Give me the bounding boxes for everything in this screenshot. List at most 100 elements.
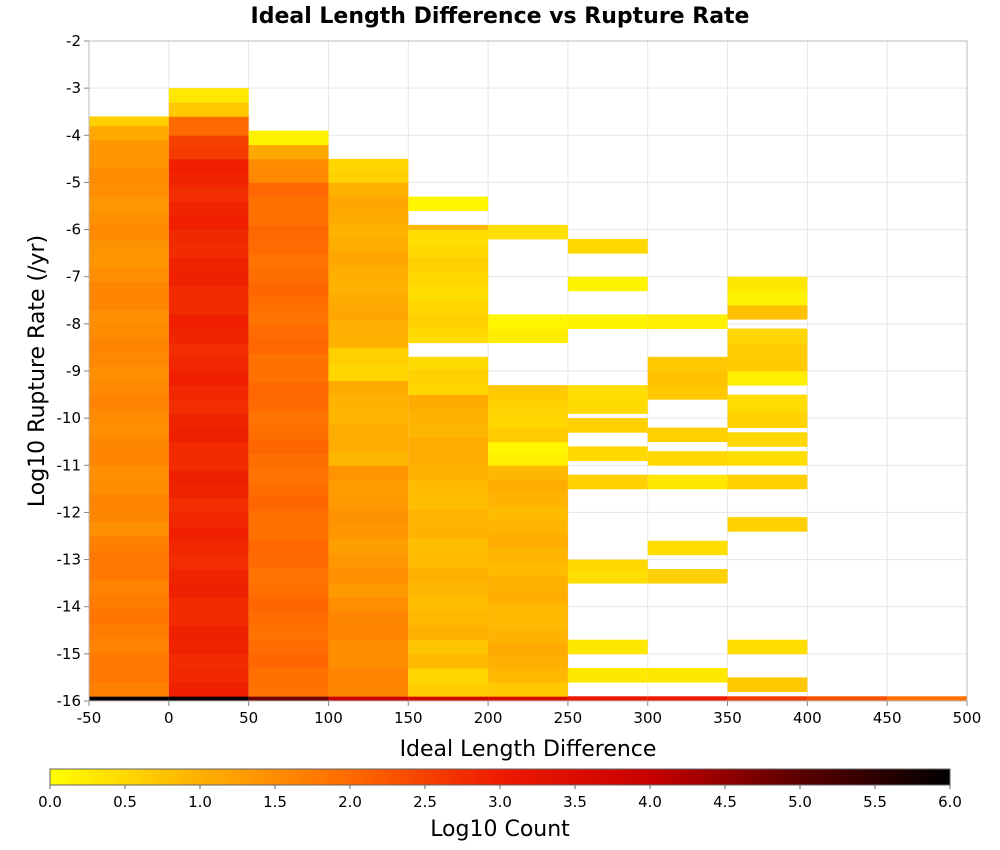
heatmap-cell (488, 534, 568, 549)
heatmap-cell (567, 668, 648, 683)
heatmap-cell (248, 610, 329, 626)
x-tick-label: 50 (239, 709, 258, 727)
heatmap-cell (408, 596, 489, 612)
y-tick-label: -10 (57, 409, 82, 427)
heatmap-cell (488, 656, 568, 670)
heatmap-cell (89, 681, 169, 697)
heatmap-cell (647, 427, 728, 443)
heatmap-cell (168, 413, 249, 428)
heatmap-cell (168, 116, 249, 136)
heatmap-cell (408, 196, 489, 212)
heatmap-cell (248, 525, 329, 540)
heatmap-cell (248, 225, 329, 240)
heatmap-cell (408, 537, 489, 553)
heatmap-cell (328, 422, 409, 438)
heatmap-cell (647, 356, 728, 372)
heatmap-cell (408, 382, 489, 395)
heatmap-cell (89, 338, 169, 353)
heatmap-cell (408, 479, 489, 495)
heatmap-cell (248, 439, 329, 455)
heatmap-cell (488, 328, 568, 344)
colorbar-tick-label: 0.0 (38, 793, 62, 811)
heatmap-cell (488, 547, 568, 562)
heatmap-cell (248, 196, 329, 212)
heatmap-cell (408, 272, 489, 287)
heatmap-cell (168, 356, 249, 372)
heatmap-cell (647, 540, 728, 556)
heatmap-cell (168, 597, 249, 612)
heatmap-cell (248, 482, 329, 497)
colorbar-tick-label: 6.0 (938, 793, 962, 811)
heatmap-cell (89, 352, 169, 367)
heatmap-cell (168, 102, 249, 117)
colorbar-tick-label: 1.5 (263, 793, 287, 811)
heatmap-cell (408, 625, 489, 641)
heatmap-cell (248, 339, 329, 355)
heatmap-cell (168, 215, 249, 230)
y-tick-label: -7 (66, 268, 81, 286)
heatmap-cell (168, 272, 249, 287)
heatmap-cell (168, 611, 249, 626)
heatmap-cell (89, 281, 169, 296)
heatmap-cell (248, 582, 329, 597)
heatmap-cell (328, 158, 409, 172)
heatmap-cell (89, 140, 169, 155)
heatmap-cell (89, 437, 169, 452)
heatmap-cell (248, 510, 329, 526)
heatmap-cell (488, 630, 568, 644)
heatmap-cell (328, 494, 409, 510)
colorbar-tick-label: 5.0 (788, 793, 812, 811)
colorbar-tick-label: 3.0 (488, 793, 512, 811)
heatmap-cell (248, 144, 329, 160)
colorbar-tick-label: 4.0 (638, 793, 662, 811)
heatmap-cell (408, 552, 489, 568)
heatmap-cell (408, 369, 489, 383)
y-tick-label: -11 (57, 456, 82, 474)
heatmap-cell (168, 554, 249, 570)
heatmap-cell (328, 209, 409, 225)
heatmap-cell (168, 484, 249, 499)
heatmap-cell (328, 182, 409, 197)
heatmap-cell (89, 239, 169, 254)
heatmap-cell (89, 521, 169, 537)
heatmap-cell (248, 268, 329, 283)
heatmap-cell (408, 465, 489, 481)
heatmap-cell (168, 639, 249, 655)
heatmap-cell (328, 394, 409, 410)
heatmap-cell (328, 538, 409, 554)
heatmap-cell (168, 88, 249, 103)
heatmap-cell (89, 565, 169, 581)
heatmap-cell (328, 333, 409, 348)
heatmap-cell (168, 583, 249, 598)
heatmap-cell (408, 567, 489, 582)
heatmap-cell (328, 347, 409, 365)
heatmap-cell (248, 496, 329, 512)
heatmap-cell (727, 394, 808, 412)
heatmap-cell (248, 130, 329, 146)
heatmap-cell (168, 441, 249, 457)
heatmap-cell (727, 432, 808, 447)
heatmap-cell (168, 498, 249, 513)
heatmap-cell (248, 367, 329, 383)
heatmap-cell (408, 229, 489, 245)
heatmap-cell (168, 314, 249, 329)
x-tick-label: 200 (474, 709, 503, 727)
heatmap-cell (567, 474, 648, 490)
heatmap-cell (168, 328, 249, 344)
heatmap-cell (328, 319, 409, 335)
heatmap-cell (89, 507, 169, 523)
heatmap-cell (168, 625, 249, 641)
heatmap-cell (168, 569, 249, 584)
heatmap-cell (408, 668, 489, 683)
heatmap-cell (89, 608, 169, 624)
heatmap-cell (328, 479, 409, 496)
heatmap-cell (567, 446, 648, 461)
heatmap-cell (488, 643, 568, 657)
heatmap-cell (89, 366, 169, 381)
heatmap-cell (168, 201, 249, 216)
heatmap-cell (328, 363, 409, 381)
heatmap-cell (567, 639, 648, 655)
heatmap-cell (727, 411, 808, 428)
heatmap-cell (488, 465, 568, 480)
x-tick-label: 450 (873, 709, 902, 727)
